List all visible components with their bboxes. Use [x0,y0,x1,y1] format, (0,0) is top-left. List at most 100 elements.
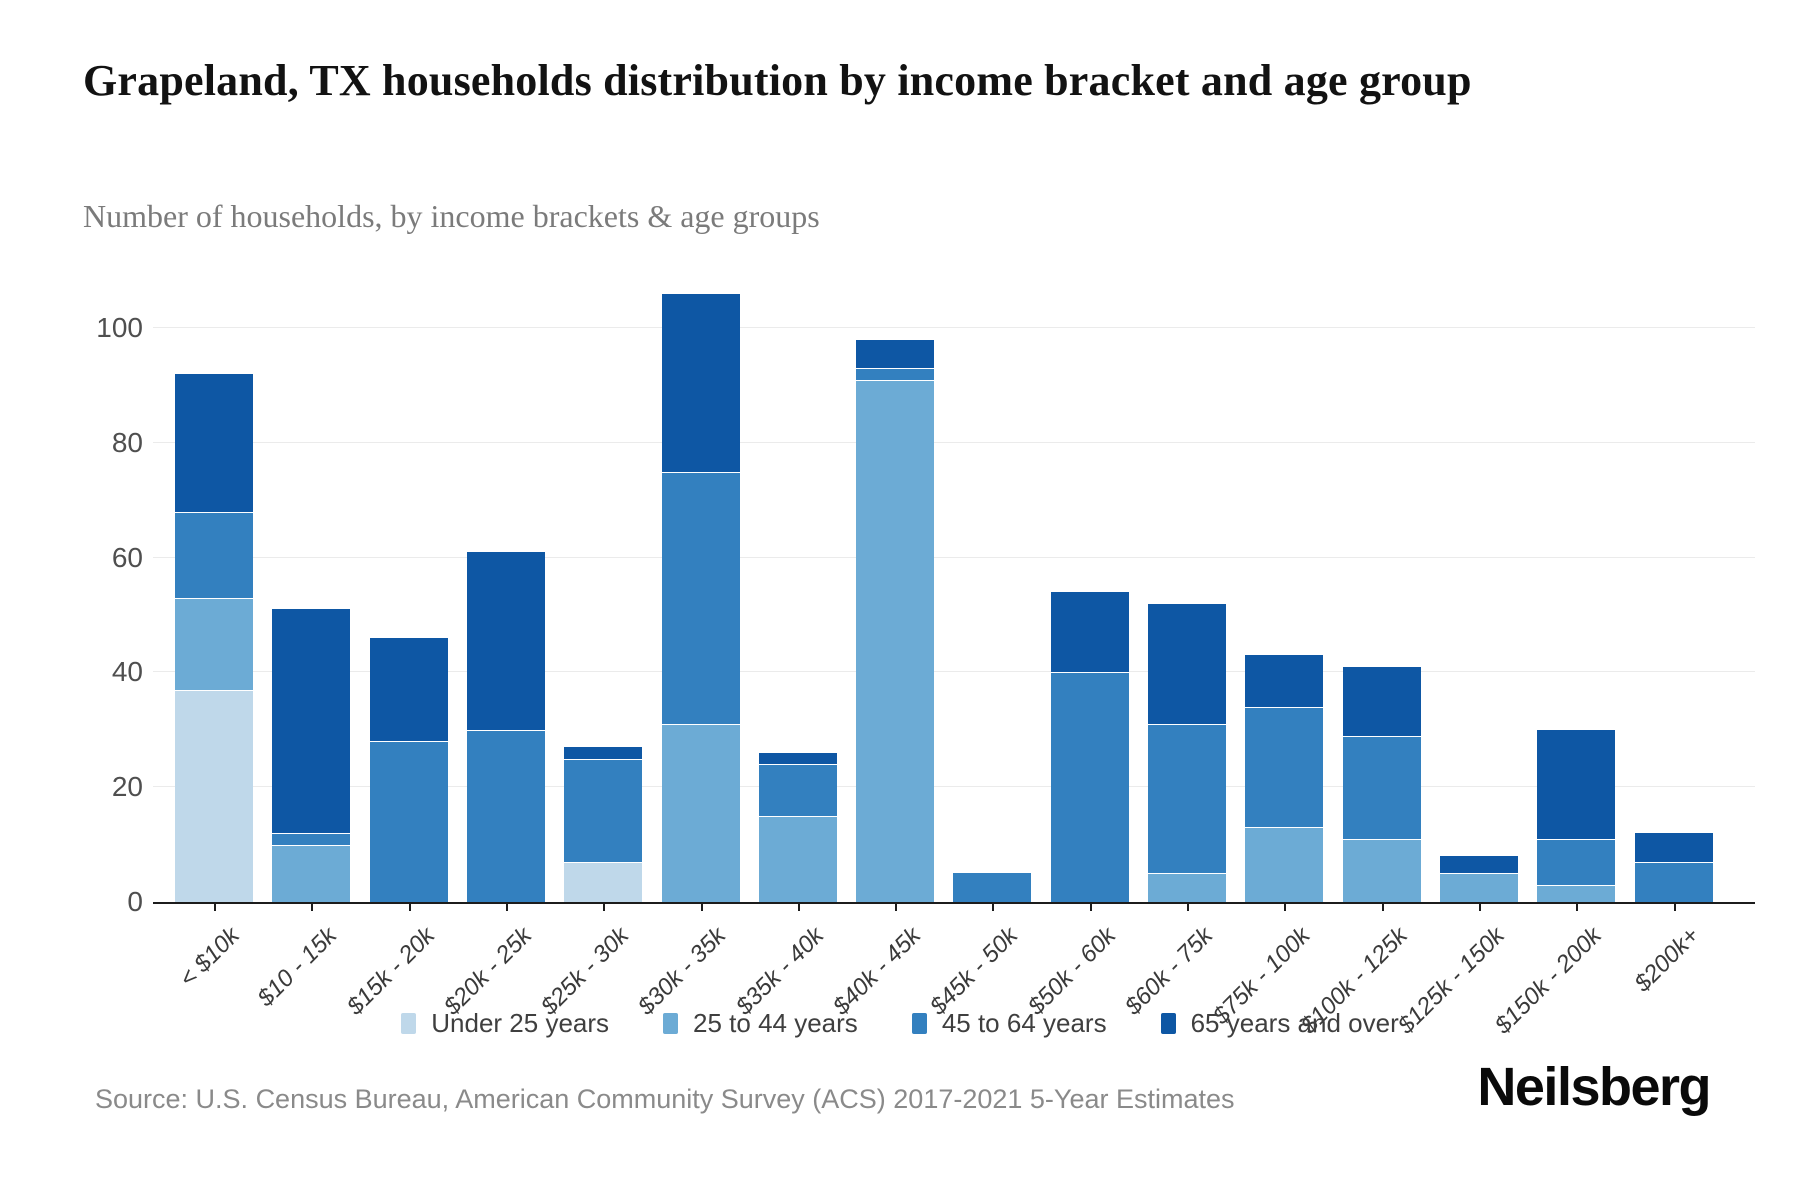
bar-column [369,637,448,902]
bar-segment[interactable] [856,339,935,369]
bar-segment[interactable] [1537,838,1616,885]
bar-segment[interactable] [466,551,545,730]
bar-segment[interactable] [1537,729,1616,839]
bar-segment[interactable] [1342,735,1421,839]
x-tick [1381,904,1384,911]
bar-column [758,752,837,902]
bar-segment[interactable] [175,373,253,512]
x-axis-label: $25k - 30k [535,922,635,1021]
bar-segment[interactable] [1342,666,1421,736]
bar-segment[interactable] [1050,592,1129,673]
bar-segment[interactable] [758,764,837,816]
x-axis-label: $10 - 15k [252,922,343,1012]
y-axis-label: 80 [111,426,143,458]
bar-segment[interactable] [661,724,740,902]
bar-segment[interactable] [175,511,253,598]
x-tick [1089,904,1092,911]
legend-label: 45 to 64 years [941,1008,1107,1038]
legend-label: 25 to 44 years [693,1008,858,1038]
bar-column [953,873,1032,902]
bar-column [564,747,643,902]
bar-segment[interactable] [1050,672,1129,902]
legend-label: 65 years and over [1190,1008,1399,1038]
x-tick [1576,904,1579,911]
gridline [153,786,1755,788]
x-tick [408,904,411,911]
x-axis-label: $60k - 75k [1119,922,1219,1021]
source-text: Source: U.S. Census Bureau, American Com… [95,1084,1235,1114]
bar-segment[interactable] [1245,706,1324,828]
x-axis-label: $30k - 35k [633,922,732,1021]
bar-segment[interactable] [1342,838,1421,902]
bar-segment[interactable] [758,752,837,765]
bar-segment[interactable] [1148,603,1226,725]
x-tick [1673,904,1676,911]
legend-swatch [663,1013,679,1034]
stacked-bar-plot [153,270,1755,911]
bar-segment[interactable] [272,833,351,845]
legend-item[interactable]: 45 to 64 years [911,1008,1107,1039]
bar-segment[interactable] [1148,873,1226,902]
bar-segment[interactable] [564,861,643,902]
x-tick [311,904,314,911]
x-tick [797,904,800,911]
bar-segment[interactable] [1634,861,1713,902]
bar-segment[interactable] [953,873,1032,902]
bar-segment[interactable] [272,844,351,902]
x-axis-label: $20k - 25k [438,922,537,1021]
bar-segment[interactable] [661,471,740,725]
legend-item[interactable]: 65 years and over [1160,1008,1399,1039]
bar-segment[interactable] [1245,655,1324,707]
x-axis-label: < $10k [174,922,246,993]
bar-column [1245,655,1324,902]
chart-title: Grapeland, TX households distribution by… [83,56,1472,105]
x-tick [895,904,898,911]
bar-segment[interactable] [466,729,545,902]
bar-column [1634,833,1713,902]
gridline [153,671,1755,673]
legend-swatch [401,1013,417,1034]
x-axis-label: $35k - 40k [730,922,829,1021]
bar-segment[interactable] [1148,724,1226,874]
bar-segment[interactable] [564,747,643,759]
bar-segment[interactable] [175,597,253,690]
bar-column [1537,729,1616,902]
x-tick [700,904,703,911]
y-axis-label: 60 [111,541,143,573]
x-tick [214,904,216,911]
bar-column [466,551,545,902]
legend-label: Under 25 years [431,1008,610,1038]
bar-segment[interactable] [369,637,448,742]
x-tick [1478,904,1481,911]
x-tick [505,904,508,911]
x-tick [992,904,995,911]
bar-segment[interactable] [1439,873,1518,902]
x-tick [1187,904,1189,911]
bar-segment[interactable] [564,758,643,862]
bar-segment[interactable] [1245,827,1324,902]
bar-column [1342,666,1421,902]
legend-item[interactable]: Under 25 years [401,1008,609,1039]
bar-segment[interactable] [856,379,935,902]
gridline [153,556,1755,558]
bar-segment[interactable] [1537,884,1616,902]
bar-segment[interactable] [369,741,448,902]
bar-segment[interactable] [272,609,351,834]
bar-segment[interactable] [1439,856,1518,874]
x-axis-label: $45k - 50k [925,922,1024,1021]
legend-item[interactable]: 25 to 44 years [663,1008,858,1039]
x-axis-labels: < $10k $10 - 15k $15k - 20k $20k - 25k $25k … [153,908,1755,1039]
bar-column [272,609,351,902]
bar-segment[interactable] [175,689,253,902]
bar-segment[interactable] [661,293,740,472]
x-axis-label: $40k - 45k [827,922,927,1021]
bar-segment[interactable] [758,815,837,902]
bar-segment[interactable] [1634,833,1713,862]
bar-segment[interactable] [856,368,935,380]
x-axis-label: $15k - 20k [341,922,440,1021]
gridline [153,327,1755,328]
x-tick [1284,904,1287,911]
x-axis-label: $50k - 60k [1022,922,1121,1021]
x-axis-label: $200k+ [1629,922,1705,998]
